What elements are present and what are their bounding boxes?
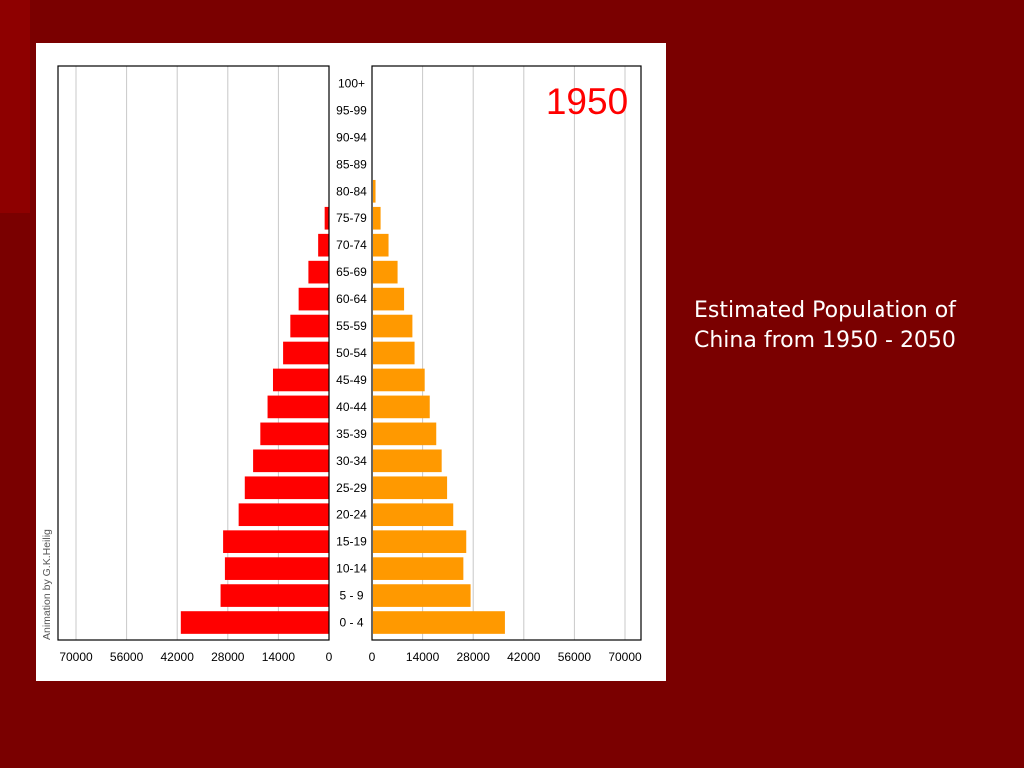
bar-right <box>373 422 437 446</box>
chart-credit: Animation by G.K.Heilig <box>41 529 53 640</box>
x-tick-label-left: 0 <box>326 650 333 664</box>
bar-left <box>224 557 329 580</box>
bar-right <box>373 368 425 392</box>
bar-left <box>308 260 329 284</box>
x-tick-label-right: 0 <box>369 650 376 664</box>
age-group-label: 40-44 <box>336 400 367 414</box>
x-tick-label-right: 70000 <box>608 650 642 664</box>
chart-svg: 0 0 14000 14000 28000 28000 42000 42000 56000 560… <box>41 65 642 664</box>
bar-right <box>373 206 381 230</box>
age-group-label: 50-54 <box>336 346 367 360</box>
x-tick-label-left: 70000 <box>59 650 93 664</box>
bar-left <box>283 341 329 365</box>
caption-line-2: China from 1950 - 2050 <box>694 328 956 353</box>
age-group-label: 5 - 9 <box>339 589 363 603</box>
bar-right <box>373 557 464 580</box>
bar-right <box>373 584 471 607</box>
age-group-label: 20-24 <box>336 508 367 522</box>
x-tick-label-right: 14000 <box>406 650 440 664</box>
bar-left <box>318 233 329 257</box>
population-pyramid-chart: 0 0 14000 14000 28000 28000 42000 42000 56000 560… <box>36 43 666 681</box>
age-group-label: 35-39 <box>336 427 367 441</box>
bar-right <box>373 341 415 365</box>
bar-right <box>373 314 413 338</box>
caption-line-1: Estimated Population of <box>694 298 956 323</box>
age-group-label: 100+ <box>338 76 365 90</box>
bar-right <box>373 476 448 500</box>
x-tick-label-left: 42000 <box>161 650 195 664</box>
x-tick-label-right: 28000 <box>457 650 491 664</box>
age-group-label: 30-34 <box>336 454 367 468</box>
bar-right <box>373 260 398 284</box>
age-group-label: 55-59 <box>336 319 367 333</box>
bar-left <box>267 395 329 419</box>
age-group-label: 60-64 <box>336 292 367 306</box>
x-tick-label-right: 42000 <box>507 650 541 664</box>
plot-frame-right <box>371 65 642 641</box>
label-layer: 0 0 14000 14000 28000 28000 42000 42000 56000 560… <box>59 76 642 664</box>
x-tick-label-left: 14000 <box>262 650 296 664</box>
bar-left <box>180 611 329 634</box>
age-group-label: 95-99 <box>336 103 367 117</box>
age-group-label: 15-19 <box>336 535 367 549</box>
x-tick-label-left: 28000 <box>211 650 245 664</box>
plot-frames <box>57 65 642 641</box>
plot-frame-left <box>57 65 330 641</box>
age-group-label: 75-79 <box>336 211 367 225</box>
grid-lines <box>75 66 626 640</box>
bar-layer <box>180 179 505 634</box>
age-group-label: 80-84 <box>336 184 367 198</box>
bar-left <box>223 530 329 553</box>
age-group-label: 65-69 <box>336 265 367 279</box>
bar-right <box>373 530 467 553</box>
bar-left <box>272 368 329 392</box>
bar-right <box>373 611 505 634</box>
age-group-label: 45-49 <box>336 373 367 387</box>
bar-right <box>373 503 454 527</box>
bar-right <box>373 287 405 311</box>
age-group-label: 0 - 4 <box>339 616 363 630</box>
bar-left <box>324 206 329 230</box>
bar-right <box>373 233 389 257</box>
bar-right <box>373 179 376 203</box>
age-group-label: 85-89 <box>336 157 367 171</box>
x-tick-label-right: 56000 <box>558 650 592 664</box>
bar-left <box>253 449 329 473</box>
chart-title-year: 1950 <box>546 81 628 122</box>
x-tick-label-left: 56000 <box>110 650 144 664</box>
age-group-label: 25-29 <box>336 481 367 495</box>
bar-left <box>298 287 329 311</box>
age-group-label: 10-14 <box>336 562 367 576</box>
age-group-label: 70-74 <box>336 238 367 252</box>
bar-right <box>373 395 430 419</box>
bar-left <box>238 503 329 527</box>
bar-left <box>290 314 329 338</box>
slide-caption: Estimated Population of China from 1950 … <box>694 296 994 356</box>
bar-left <box>244 476 329 500</box>
age-group-label: 90-94 <box>336 130 367 144</box>
bar-left <box>260 422 329 446</box>
bar-right <box>373 449 442 473</box>
bar-left <box>220 584 329 607</box>
